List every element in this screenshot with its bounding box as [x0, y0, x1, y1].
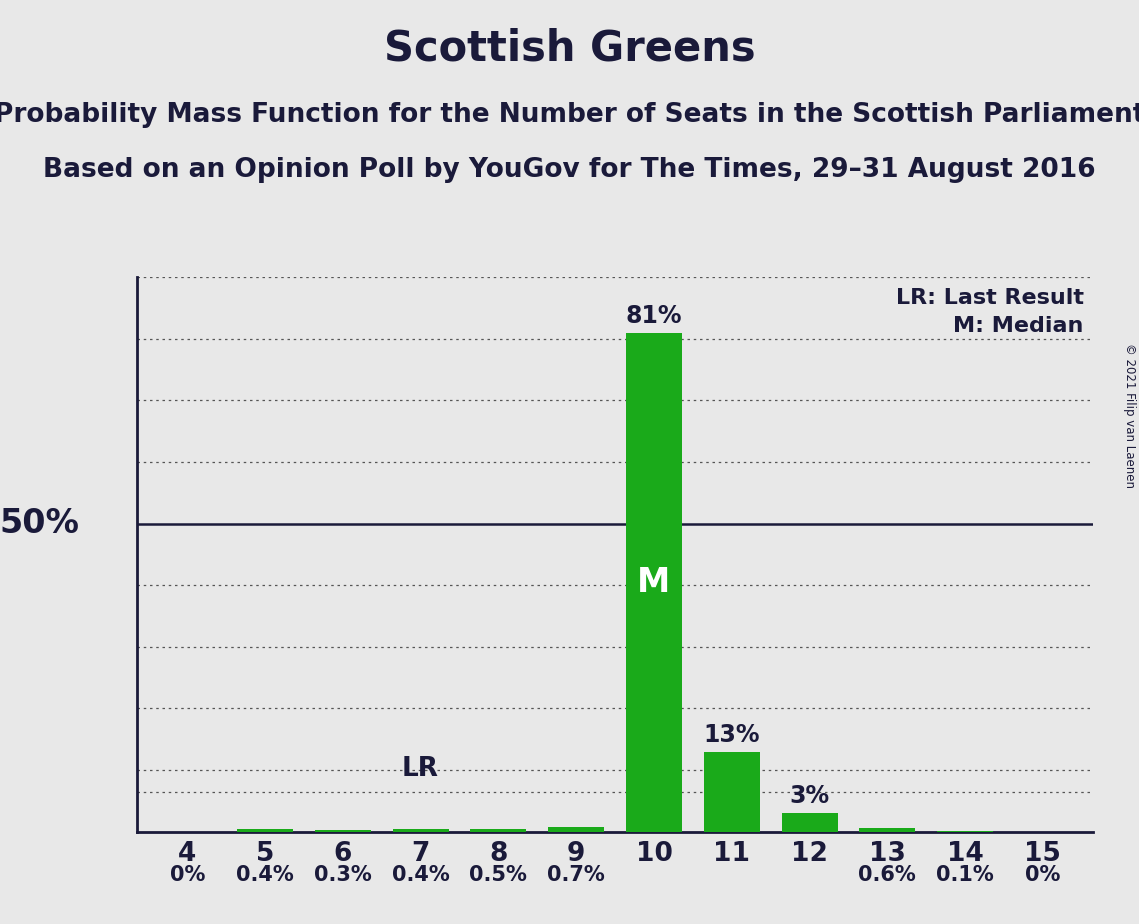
- Text: 0.1%: 0.1%: [936, 866, 994, 885]
- Text: 0.3%: 0.3%: [314, 866, 371, 885]
- Bar: [548, 827, 604, 832]
- Text: 0.5%: 0.5%: [469, 866, 527, 885]
- Text: 13%: 13%: [704, 723, 760, 747]
- Text: M: Median: M: Median: [953, 316, 1084, 336]
- Text: © 2021 Filip van Laenen: © 2021 Filip van Laenen: [1123, 344, 1137, 488]
- Bar: [314, 830, 371, 832]
- Text: LR: LR: [402, 757, 440, 783]
- Text: 3%: 3%: [789, 784, 829, 808]
- Text: 81%: 81%: [625, 304, 682, 328]
- Bar: [781, 813, 837, 832]
- Text: 0.7%: 0.7%: [548, 866, 605, 885]
- Text: 0.4%: 0.4%: [392, 866, 450, 885]
- Text: 0%: 0%: [1025, 866, 1060, 885]
- Bar: [470, 829, 526, 832]
- Text: Based on an Opinion Poll by YouGov for The Times, 29–31 August 2016: Based on an Opinion Poll by YouGov for T…: [43, 157, 1096, 183]
- Text: M: M: [638, 565, 671, 599]
- Text: 50%: 50%: [0, 507, 80, 541]
- Bar: [704, 751, 760, 832]
- Bar: [859, 828, 916, 832]
- Bar: [237, 829, 293, 832]
- Text: 0%: 0%: [170, 866, 205, 885]
- Text: Scottish Greens: Scottish Greens: [384, 28, 755, 69]
- Text: Probability Mass Function for the Number of Seats in the Scottish Parliament: Probability Mass Function for the Number…: [0, 102, 1139, 128]
- Bar: [626, 333, 682, 832]
- Text: LR: Last Result: LR: Last Result: [896, 288, 1084, 309]
- Text: 0.6%: 0.6%: [859, 866, 916, 885]
- Bar: [393, 829, 449, 832]
- Text: 0.4%: 0.4%: [236, 866, 294, 885]
